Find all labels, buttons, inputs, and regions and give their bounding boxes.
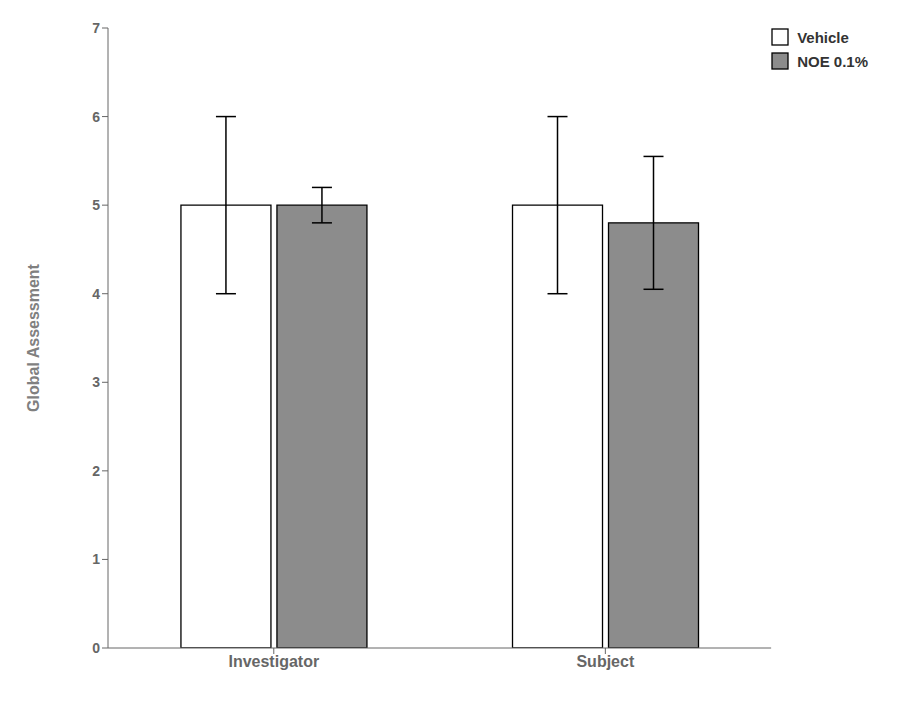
- svg-text:Subject: Subject: [576, 653, 634, 670]
- html-text:NOE 0.1%: NOE 0.1%: [797, 52, 868, 70]
- svg-text:2: 2: [92, 463, 100, 479]
- svg-text:7: 7: [92, 20, 100, 36]
- svg-text:6: 6: [92, 109, 100, 125]
- svg-text:Global Assessment: Global Assessment: [25, 263, 42, 412]
- svg-text:3: 3: [92, 374, 100, 390]
- svg-text:1: 1: [92, 551, 100, 567]
- html-text:Vehicle: Vehicle: [797, 28, 849, 46]
- svg-text:0: 0: [92, 640, 100, 656]
- svg-text:4: 4: [92, 286, 100, 302]
- svg-text:5: 5: [92, 197, 100, 213]
- svg-text:Investigator: Investigator: [228, 653, 319, 670]
